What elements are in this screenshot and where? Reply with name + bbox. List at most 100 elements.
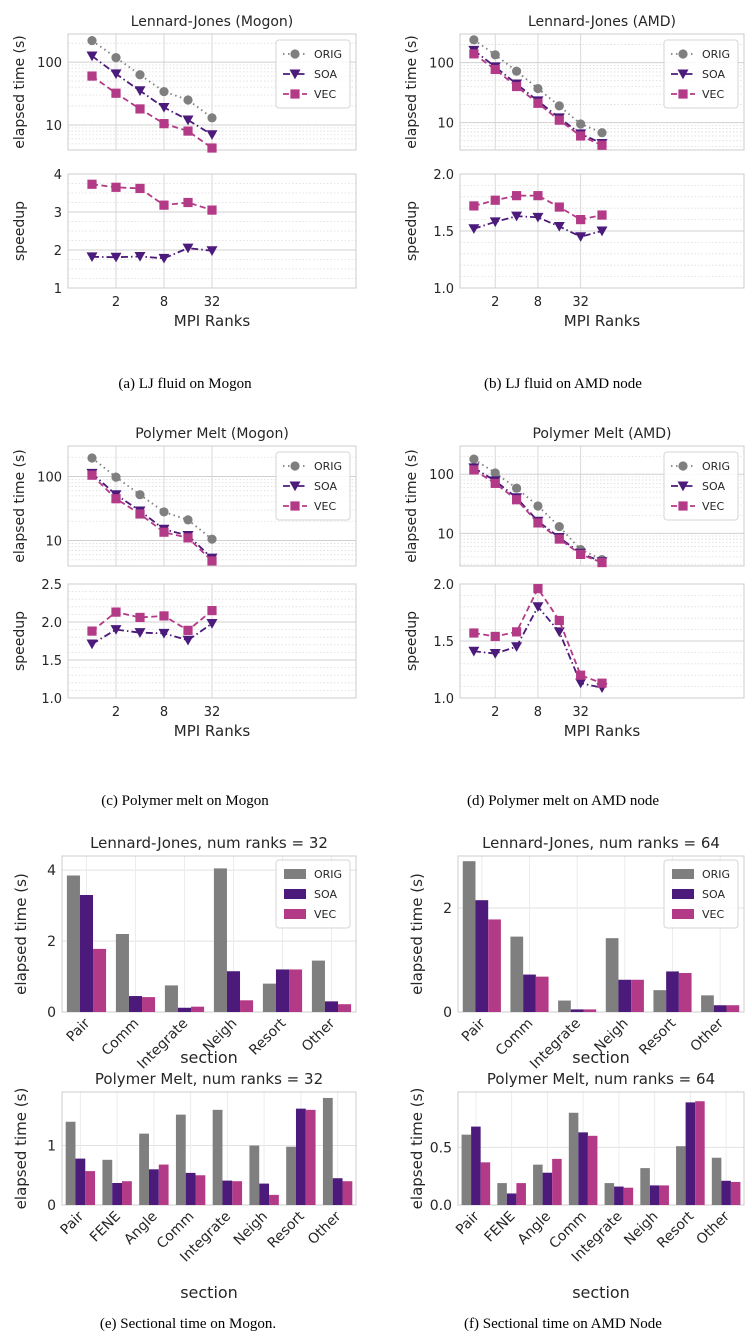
y-tick-label: 10 [45,535,62,550]
bar-vec [552,1158,562,1205]
bar-orig [568,1112,579,1205]
x-tick-label: 32 [204,705,221,720]
legend-label-soa: SOA [314,888,337,901]
x-axis-label: section [180,1283,238,1302]
caption-b: (b) LJ fluid on AMD node [484,376,642,392]
bar-vec [342,1181,353,1205]
marker-vec [135,183,145,194]
bar-soa [471,1126,481,1205]
marker-orig [159,86,169,97]
x-tick-label: Pair [459,1015,489,1045]
y-tick-label: 1 [54,282,62,297]
marker-vec [554,202,564,212]
marker-orig [87,453,97,463]
marker-vec [576,131,586,141]
marker-vec [87,179,97,189]
marker-vec [576,670,586,680]
marker-vec [576,549,586,559]
marker-soa [553,221,565,232]
marker-orig [469,454,479,464]
marker-vec [111,182,121,192]
bar-soa [523,974,536,1012]
marker-soa [206,130,218,140]
marker-vec [469,628,479,638]
bar-soa [295,1108,306,1205]
marker-orig [511,483,522,493]
marker-orig [678,461,688,471]
x-axis-label: MPI Ranks [564,312,641,330]
bar-orig [164,985,178,1012]
legend-label-orig: ORIG [314,48,342,61]
bar-vec [480,1162,491,1205]
x-tick-label: Resort [654,1208,697,1251]
marker-vec [159,611,169,621]
y-tick-label: 2 [47,934,56,950]
bar-orig [558,1000,571,1012]
marker-vec [678,501,688,511]
bar-orig [175,1114,186,1205]
legend-swatch-vec [672,909,694,919]
y-axis-label: elapsed time (s) [12,449,28,563]
bar-soa [506,1193,517,1205]
marker-vec [111,607,121,617]
y-tick-label: 3 [54,206,62,221]
marker-soa [182,635,194,646]
marker-soa [511,211,523,222]
panel-b: Lennard-Jones (AMD) 10 100 elapsed time (s)… [404,14,745,330]
marker-vec [183,197,193,208]
marker-vec [533,98,543,108]
legend-label-soa: SOA [702,888,725,901]
bar-vec [516,1183,526,1205]
plot-frame [457,855,745,1013]
marker-orig [533,501,543,511]
marker-soa [596,226,608,237]
y-tick-label: 1.0 [41,692,62,707]
plot-frame [61,1091,357,1206]
bar-soa [324,1001,339,1012]
bar-vec [338,1004,352,1012]
marker-orig [597,128,607,138]
bar-soa [649,1185,660,1205]
bar-vec [488,919,501,1012]
series-line-soa [91,247,213,260]
legend-label-orig: ORIG [702,48,730,61]
marker-vec [533,191,543,201]
bar-vec [305,1109,316,1205]
marker-orig [576,119,586,129]
x-tick-label: FENE [482,1209,519,1246]
marker-soa [110,69,122,80]
y-axis-label: elapsed time (s) [408,1088,426,1210]
bar-orig [640,1168,650,1205]
bar-orig [249,1145,260,1205]
marker-soa [532,602,544,612]
y-tick-label: 0 [47,1005,56,1021]
marker-soa [206,246,218,256]
marker-orig [554,101,564,111]
x-tick-label: FENE [87,1209,124,1246]
chart-title: Polymer Melt, num ranks = 32 [95,1070,323,1088]
bar-vec [158,1164,169,1205]
bar-orig [533,1164,543,1205]
legend-label-vec: VEC [314,88,336,101]
bar-orig [701,995,714,1012]
marker-soa [134,86,146,96]
legend-label-vec: VEC [314,908,336,921]
bar-vec [659,1185,669,1205]
y-axis-label: speedup [404,611,420,671]
marker-orig [183,95,193,105]
plot-frame [457,1091,745,1206]
x-tick-label: Pair [64,1015,94,1045]
marker-orig [87,35,97,46]
x-tick-label: 32 [572,705,589,720]
marker-vec [469,49,479,59]
chart-title: Lennard-Jones, num ranks = 32 [90,834,328,852]
marker-orig [111,52,121,63]
bar-vec [240,1000,254,1012]
x-tick-label: Other [299,1015,339,1055]
marker-vec [159,200,169,210]
y-tick-label: 1.5 [433,635,454,650]
bar-vec [587,1135,598,1205]
marker-vec [597,140,607,150]
